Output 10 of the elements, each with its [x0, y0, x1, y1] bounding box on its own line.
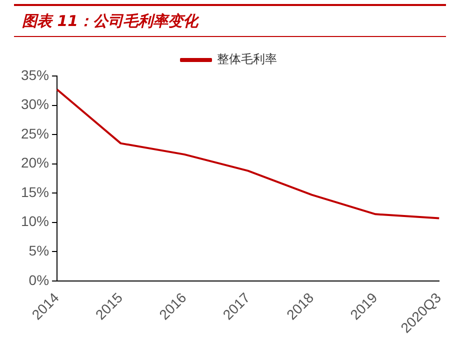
y-tick-label: 30%: [20, 96, 50, 112]
chart-title: 图表 11：公司毛利率变化: [22, 12, 198, 31]
y-tick-label: 20%: [20, 154, 50, 171]
y-tick-label: 35%: [20, 66, 50, 83]
y-tick-label: 0%: [28, 272, 50, 288]
y-tick-label: 15%: [20, 184, 50, 200]
legend-label: 整体毛利率: [217, 52, 277, 66]
y-tick-label: 25%: [20, 125, 50, 142]
y-tick-label: 10%: [20, 213, 50, 230]
y-tick-label: 5%: [28, 242, 50, 258]
